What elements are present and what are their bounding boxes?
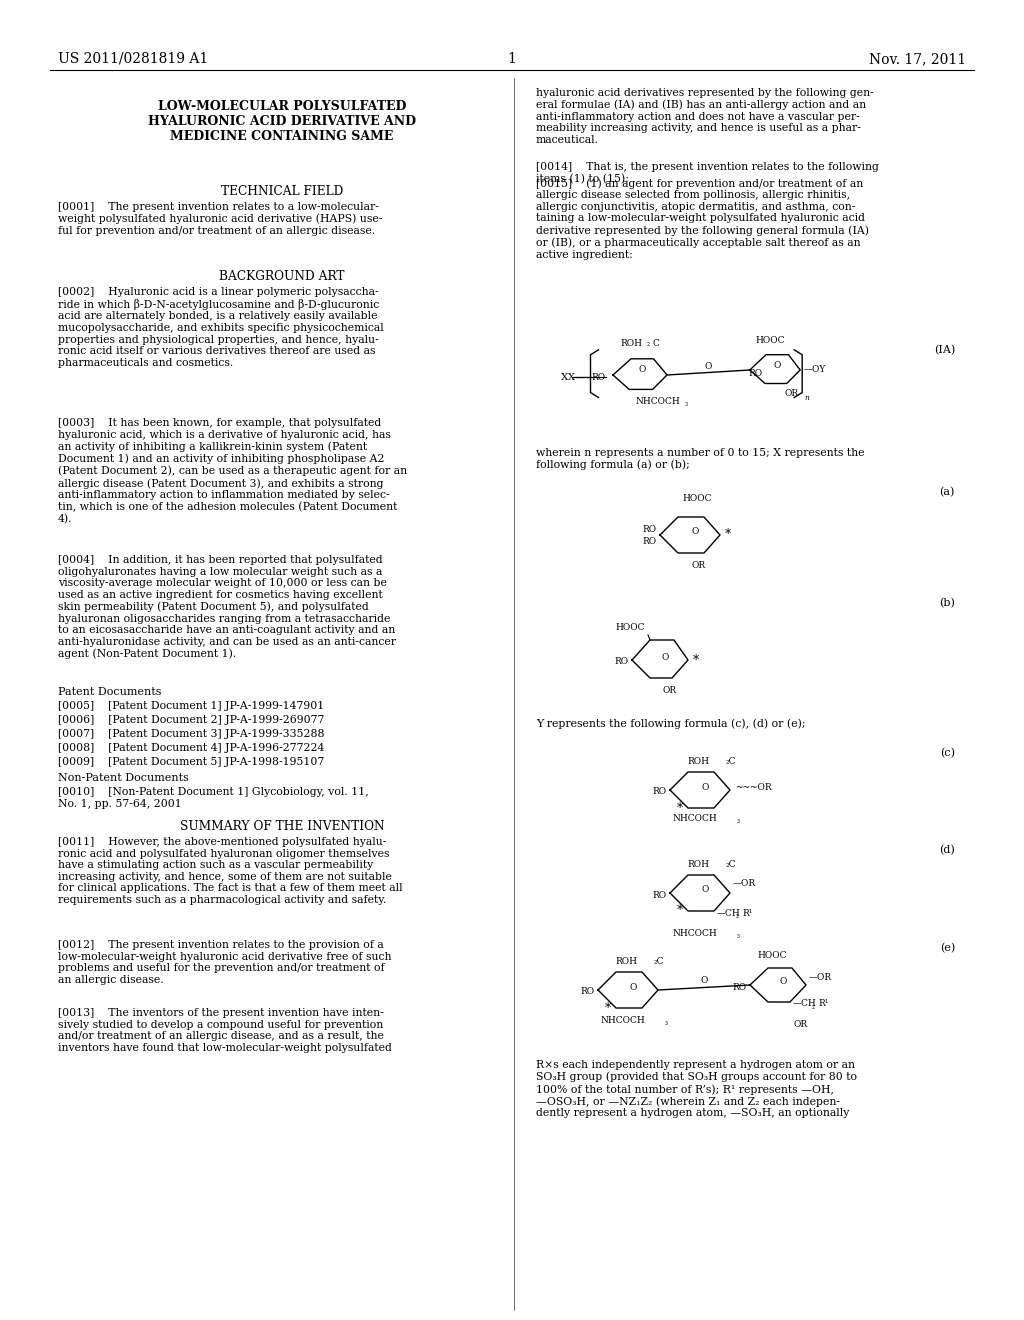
Text: ROH: ROH [687,756,709,766]
Text: O: O [701,783,709,792]
Text: NHCOCH: NHCOCH [673,929,718,939]
Text: [0003]    It has been known, for example, that polysulfated
hyaluronic acid, whi: [0003] It has been known, for example, t… [58,418,408,524]
Text: (a): (a) [940,487,955,498]
Text: O: O [773,360,780,370]
Text: (IA): (IA) [934,345,955,355]
Text: —OR: —OR [733,879,756,887]
Text: NHCOCH: NHCOCH [673,814,718,822]
Text: ₂C: ₂C [726,861,736,869]
Text: O: O [638,366,646,375]
Text: O: O [691,527,698,536]
Text: O: O [705,362,712,371]
Text: O: O [779,978,786,986]
Text: [0007]    [Patent Document 3] JP-A-1999-335288: [0007] [Patent Document 3] JP-A-1999-335… [58,729,325,739]
Text: RO: RO [653,788,667,796]
Text: TECHNICAL FIELD: TECHNICAL FIELD [221,185,343,198]
Text: NHCOCH: NHCOCH [601,1016,645,1026]
Text: C: C [652,339,659,348]
Text: R¹: R¹ [742,908,753,917]
Text: ₂: ₂ [812,1003,815,1011]
Text: Nov. 17, 2011: Nov. 17, 2011 [869,51,966,66]
Text: ROH: ROH [615,957,637,966]
Text: —OY: —OY [803,366,825,375]
Text: LOW-MOLECULAR POLYSULFATED
HYALURONIC ACID DERIVATIVE AND
MEDICINE CONTAINING SA: LOW-MOLECULAR POLYSULFATED HYALURONIC AC… [148,100,416,143]
Text: HOOC: HOOC [615,623,645,632]
Text: O: O [701,886,709,895]
Text: X: X [561,372,568,381]
Text: ₃: ₃ [665,1019,668,1027]
Text: [0004]    In addition, it has been reported that polysulfated
oligohyaluronates : [0004] In addition, it has been reported… [58,554,396,659]
Text: [0013]    The inventors of the present invention have inten-
sively studied to d: [0013] The inventors of the present inve… [58,1008,392,1053]
Text: wherein n represents a number of 0 to 15; X represents the
following formula (a): wherein n represents a number of 0 to 15… [536,447,864,470]
Text: ROH: ROH [621,339,642,348]
Text: [0009]    [Patent Document 5] JP-A-1998-195107: [0009] [Patent Document 5] JP-A-1998-195… [58,756,325,767]
Text: *: * [693,653,699,667]
Text: Non-Patent Documents: Non-Patent Documents [58,774,188,783]
Text: *: * [677,904,683,917]
Text: OR: OR [784,388,799,397]
Text: Patent Documents: Patent Documents [58,686,162,697]
Text: Y represents the following formula (c), (d) or (e);: Y represents the following formula (c), … [536,718,806,729]
Text: —CH: —CH [793,999,817,1008]
Text: R¹: R¹ [818,999,828,1008]
Text: [0005]    [Patent Document 1] JP-A-1999-147901: [0005] [Patent Document 1] JP-A-1999-147… [58,701,325,711]
Text: RO: RO [581,987,595,997]
Text: ₃: ₃ [685,400,688,408]
Text: [0011]    However, the above-mentioned polysulfated hyalu-
ronic acid and polysu: [0011] However, the above-mentioned poly… [58,837,402,906]
Text: (e): (e) [940,942,955,953]
Text: (d): (d) [939,845,955,855]
Text: —CH: —CH [717,908,740,917]
Text: (c): (c) [940,748,955,758]
Text: ₂: ₂ [646,341,649,348]
Text: RO: RO [733,982,746,991]
Text: RO: RO [653,891,667,899]
Text: R×s each independently represent a hydrogen atom or an
SO₃H group (provided that: R×s each independently represent a hydro… [536,1060,857,1118]
Text: [0008]    [Patent Document 4] JP-A-1996-277224: [0008] [Patent Document 4] JP-A-1996-277… [58,743,325,752]
Text: RO: RO [749,368,763,378]
Text: [0010]    [Non-Patent Document 1] Glycobiology, vol. 11,
No. 1, pp. 57-64, 2001: [0010] [Non-Patent Document 1] Glycobiol… [58,787,369,809]
Text: OR: OR [692,561,707,570]
Text: ₃: ₃ [737,932,740,940]
Text: hyaluronic acid derivatives represented by the following gen-
eral formulae (IA): hyaluronic acid derivatives represented … [536,88,873,145]
Text: [0015]    (1) an agent for prevention and/or treatment of an
allergic disease se: [0015] (1) an agent for prevention and/o… [536,178,869,260]
Text: HOOC: HOOC [756,335,784,345]
Text: ₂: ₂ [736,912,739,920]
Text: RO: RO [643,524,657,533]
Text: US 2011/0281819 A1: US 2011/0281819 A1 [58,51,208,66]
Text: SUMMARY OF THE INVENTION: SUMMARY OF THE INVENTION [179,820,384,833]
Text: ~~~OR: ~~~OR [735,783,772,792]
Text: [0002]    Hyaluronic acid is a linear polymeric polysaccha-
ride in which β-D-N-: [0002] Hyaluronic acid is a linear polym… [58,286,384,368]
Text: OR: OR [793,1020,807,1030]
Text: NHCOCH: NHCOCH [635,397,680,407]
Text: (b): (b) [939,598,955,609]
Text: [0014]    That is, the present invention relates to the following
items (1) to (: [0014] That is, the present invention re… [536,162,879,183]
Text: ₂C: ₂C [654,957,665,966]
Text: O: O [700,975,708,985]
Text: ROH: ROH [687,861,709,869]
Text: *: * [725,528,731,541]
Text: RO: RO [614,657,629,667]
Text: *: * [605,1002,611,1015]
Text: RO: RO [592,372,606,381]
Text: [0012]    The present invention relates to the provision of a
low-molecular-weig: [0012] The present invention relates to … [58,940,391,985]
Text: —OR: —OR [809,973,833,982]
Text: O: O [630,982,637,991]
Text: [0001]    The present invention relates to a low-molecular-
weight polysulfated : [0001] The present invention relates to … [58,202,382,236]
Text: O: O [662,652,669,661]
Text: OR: OR [663,686,677,696]
Text: RO: RO [643,536,657,545]
Text: ₂C: ₂C [726,756,736,766]
Text: *: * [677,801,683,814]
Text: 1: 1 [508,51,516,66]
Text: HOOC: HOOC [758,950,787,960]
Text: [0006]    [Patent Document 2] JP-A-1999-269077: [0006] [Patent Document 2] JP-A-1999-269… [58,715,325,725]
Text: HOOC: HOOC [682,494,712,503]
Text: n: n [805,393,810,401]
Text: BACKGROUND ART: BACKGROUND ART [219,271,345,282]
Text: X: X [568,372,575,381]
Text: ₃: ₃ [737,817,740,825]
